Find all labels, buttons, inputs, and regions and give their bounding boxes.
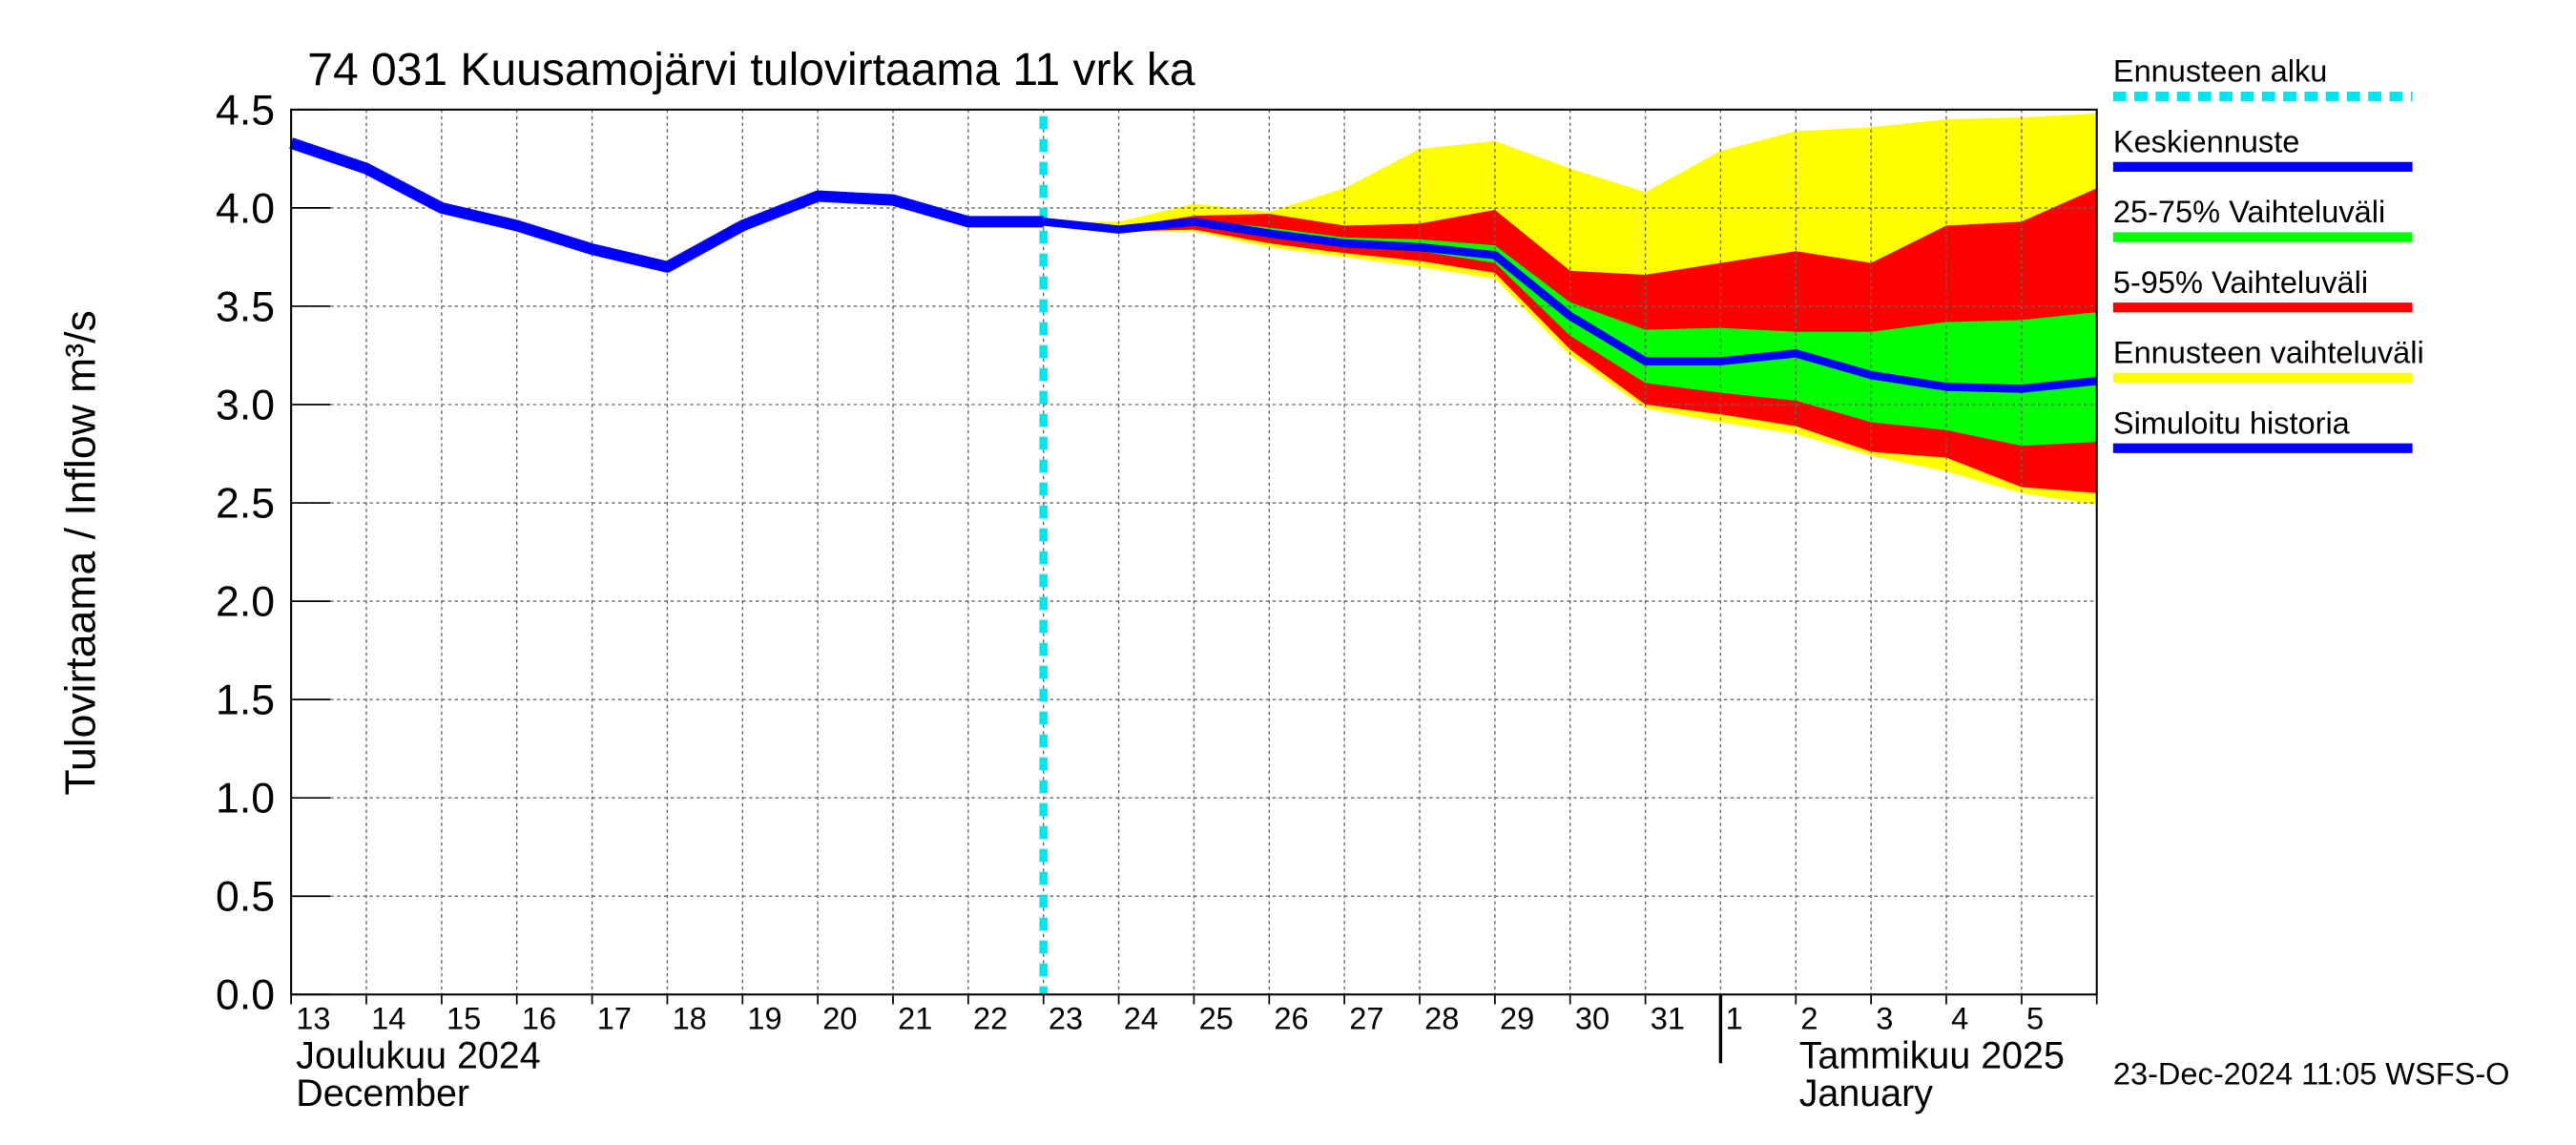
y-tick-label: 1.5 [216,677,275,724]
x-tick-label: 30 [1575,1001,1610,1035]
month-label: December [296,1072,469,1114]
month-label: January [1799,1072,1933,1114]
x-tick-label: 23 [1049,1001,1083,1035]
y-tick-label: 4.5 [216,87,275,134]
x-tick-label: 18 [673,1001,707,1035]
x-tick-label: 19 [747,1001,781,1035]
x-tick-label: 22 [973,1001,1008,1035]
x-tick-label: 16 [522,1001,556,1035]
chart-title: 74 031 Kuusamojärvi tulovirtaama 11 vrk … [307,45,1195,95]
legend-label: 25-75% Vaihteluväli [2113,195,2385,229]
legend-label: Ennusteen alku [2113,54,2328,89]
timestamp: 23-Dec-2024 11:05 WSFS-O [2113,1057,2510,1092]
y-tick-label: 0.5 [216,874,275,921]
x-tick-label: 5 [2026,1001,2044,1035]
lines [289,115,2098,995]
x-tick-label: 31 [1651,1001,1685,1035]
legend-label: 5-95% Vaihteluväli [2113,265,2368,300]
x-tick-label: 24 [1124,1001,1158,1035]
x-tick-label: 26 [1274,1001,1308,1035]
y-tick-label: 2.0 [216,579,275,626]
x-tick-label: 4 [1951,1001,1968,1035]
x-tick-label: 15 [447,1001,481,1035]
x-tick-label: 29 [1500,1001,1534,1035]
x-tick-label: 20 [822,1001,857,1035]
line [1043,218,2098,393]
y-tick-label: 3.0 [216,382,275,428]
month-label: Joulukuu 2024 [296,1034,540,1076]
x-tick-label: 28 [1424,1001,1459,1035]
y-tick-label: 2.5 [216,480,275,527]
grid [291,109,2098,995]
y-tick-label: 1.0 [216,776,275,822]
legend-label: Simuloitu historia [2113,406,2351,440]
x-tick-label: 27 [1349,1001,1383,1035]
x-tick-label: 21 [898,1001,932,1035]
axes: 0.00.51.01.52.02.53.03.54.04.513 14 15 16 17… [216,87,2098,1114]
plot-frame [290,108,2098,996]
y-tick-label: 3.5 [216,283,275,330]
x-tick-label: 1 [1726,1001,1743,1035]
x-tick-label: 2 [1800,1001,1818,1035]
x-tick-label: 17 [597,1001,632,1035]
x-tick-label: 13 [296,1001,330,1035]
legend-label: Ennusteen vaihteluväli [2113,336,2424,370]
y-axis-label: Tulovirtaama / Inflow m³/s [57,310,104,795]
month-label: Tammikuu 2025 [1799,1034,2065,1076]
y-tick-label: 0.0 [216,972,275,1019]
y-tick-label: 4.0 [216,185,275,232]
x-tick-label: 3 [1876,1001,1893,1035]
x-tick-label: 14 [371,1001,405,1035]
x-tick-label: 25 [1199,1001,1234,1035]
legend-label: Keskiennuste [2113,124,2300,158]
line [289,137,1044,273]
